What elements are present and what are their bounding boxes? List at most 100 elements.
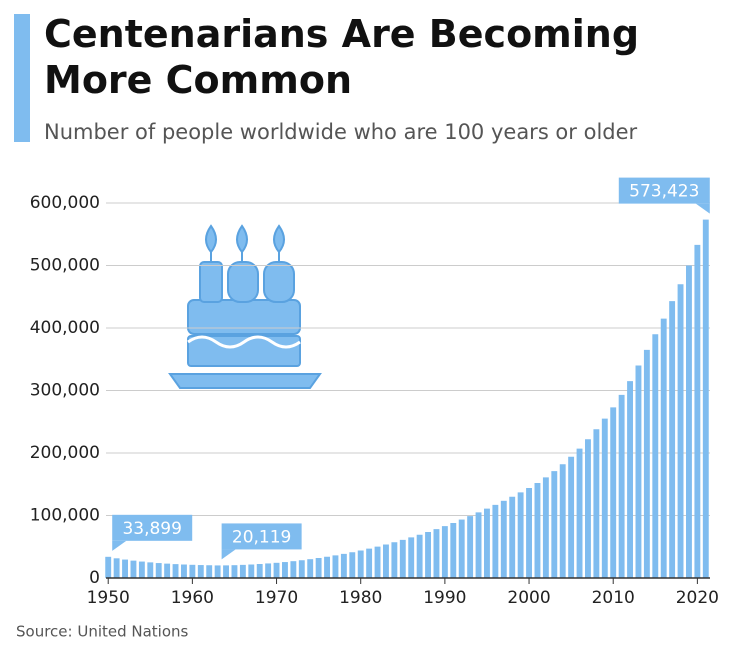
bar [534,483,541,578]
callout-pointer [112,540,127,551]
bar [223,565,229,578]
bar [399,539,406,578]
x-tick-label: 1960 [171,588,214,608]
bar [164,563,171,578]
data-label: 20,119 [232,527,291,547]
bar [526,488,532,578]
bar [475,512,482,578]
y-tick-label: 400,000 [30,318,100,338]
bar [357,550,364,578]
bar [593,429,600,578]
data-callout: 20,119 [221,523,302,560]
x-tick-label: 1980 [339,588,382,608]
bar [618,394,625,578]
bar [585,439,591,578]
data-label: 573,423 [629,182,699,202]
bar [500,500,507,578]
bar [509,496,516,578]
y-tick-label: 200,000 [30,443,100,463]
bar [256,564,263,578]
bar [551,471,558,578]
bar [492,504,499,578]
bar [340,553,347,578]
bar [643,349,650,578]
bar [686,265,692,578]
bar [458,519,465,578]
bar [416,534,423,578]
title-accent [14,14,30,142]
bar [147,562,154,578]
callout-box [112,514,193,541]
chart-subtitle: Number of people worldwide who are 100 y… [44,120,638,144]
x-tick-label: 1990 [423,588,466,608]
bar [130,560,137,578]
data-callout: 573,423 [618,177,710,214]
bar [172,564,179,578]
bar [290,561,297,578]
bar [197,565,204,578]
callout-box [221,523,302,550]
bar [425,532,431,578]
data-callout: 33,899 [112,514,193,551]
data-label: 33,899 [122,519,181,539]
bar [265,563,272,578]
bar [282,562,288,578]
bar [484,508,490,578]
bar [517,492,524,578]
bar [441,526,448,578]
bar [652,334,659,578]
x-tick-label: 2000 [507,588,550,608]
bar [408,537,415,578]
cake-icon [168,224,322,389]
bar [542,477,549,578]
bar [702,219,709,578]
bar [273,562,280,578]
bar [610,407,617,578]
callout-pointer [221,549,236,560]
callout-box [618,177,710,204]
y-tick-label: 600,000 [30,193,100,213]
bar [374,546,381,578]
x-tick-label: 2010 [592,588,635,608]
bar [189,564,196,578]
bar [248,564,255,578]
bar [366,548,373,578]
bar [677,284,684,578]
bar [113,558,120,578]
x-tick-label: 1970 [255,588,298,608]
bar [307,559,314,578]
bar [332,555,339,578]
bar [138,561,145,578]
bar [298,560,305,578]
bar [206,565,213,578]
bar [559,464,566,578]
bar [383,544,389,578]
bar [105,556,112,578]
bar [694,244,701,578]
y-tick-label: 300,000 [30,381,100,401]
bar [601,418,608,578]
bar [635,365,642,578]
source: Source: United Nations [16,623,189,641]
bar [324,556,330,578]
bar [315,558,322,578]
bar [467,516,474,578]
chart-title: Centenarians Are Becoming More Common [44,12,639,102]
bar [433,529,440,578]
bar [669,301,676,578]
bar [576,448,583,578]
bar [450,523,457,578]
bar [181,564,187,578]
bar [660,318,667,578]
callout-pointer [695,203,710,214]
y-tick-label: 100,000 [30,506,100,526]
bar [349,552,356,578]
bar [568,456,575,578]
y-tick-label: 500,000 [30,256,100,276]
bar [627,381,633,578]
bar [214,565,221,578]
bar [122,559,128,578]
bar [391,542,398,578]
x-tick-label: 1950 [87,588,130,608]
